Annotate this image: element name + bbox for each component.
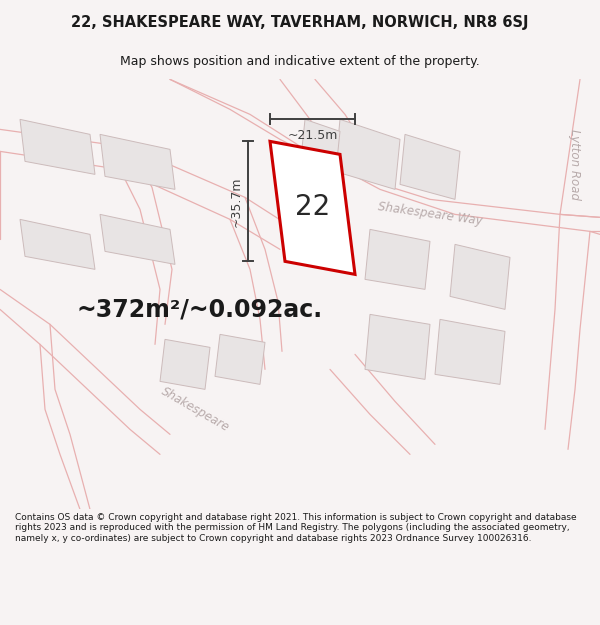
Polygon shape bbox=[20, 119, 95, 174]
Text: ~35.7m: ~35.7m bbox=[229, 176, 242, 227]
Text: 22, SHAKESPEARE WAY, TAVERHAM, NORWICH, NR8 6SJ: 22, SHAKESPEARE WAY, TAVERHAM, NORWICH, … bbox=[71, 15, 529, 30]
Text: Shakespeare Way: Shakespeare Way bbox=[377, 201, 483, 228]
Polygon shape bbox=[20, 219, 95, 269]
Text: ~372m²/~0.092ac.: ~372m²/~0.092ac. bbox=[77, 298, 323, 321]
Polygon shape bbox=[365, 314, 430, 379]
Polygon shape bbox=[160, 339, 210, 389]
Polygon shape bbox=[335, 119, 400, 189]
Polygon shape bbox=[300, 119, 340, 179]
Polygon shape bbox=[100, 214, 175, 264]
Text: ~21.5m: ~21.5m bbox=[287, 129, 338, 142]
Polygon shape bbox=[450, 244, 510, 309]
Text: Map shows position and indicative extent of the property.: Map shows position and indicative extent… bbox=[120, 56, 480, 68]
Polygon shape bbox=[400, 134, 460, 199]
Polygon shape bbox=[435, 319, 505, 384]
Polygon shape bbox=[365, 229, 430, 289]
Text: Contains OS data © Crown copyright and database right 2021. This information is : Contains OS data © Crown copyright and d… bbox=[15, 513, 577, 542]
Text: Shakespeare: Shakespeare bbox=[158, 384, 232, 434]
Polygon shape bbox=[100, 134, 175, 189]
Polygon shape bbox=[270, 141, 355, 274]
Polygon shape bbox=[215, 334, 265, 384]
Text: 22: 22 bbox=[295, 193, 331, 221]
Text: Lytton Road: Lytton Road bbox=[568, 129, 581, 200]
